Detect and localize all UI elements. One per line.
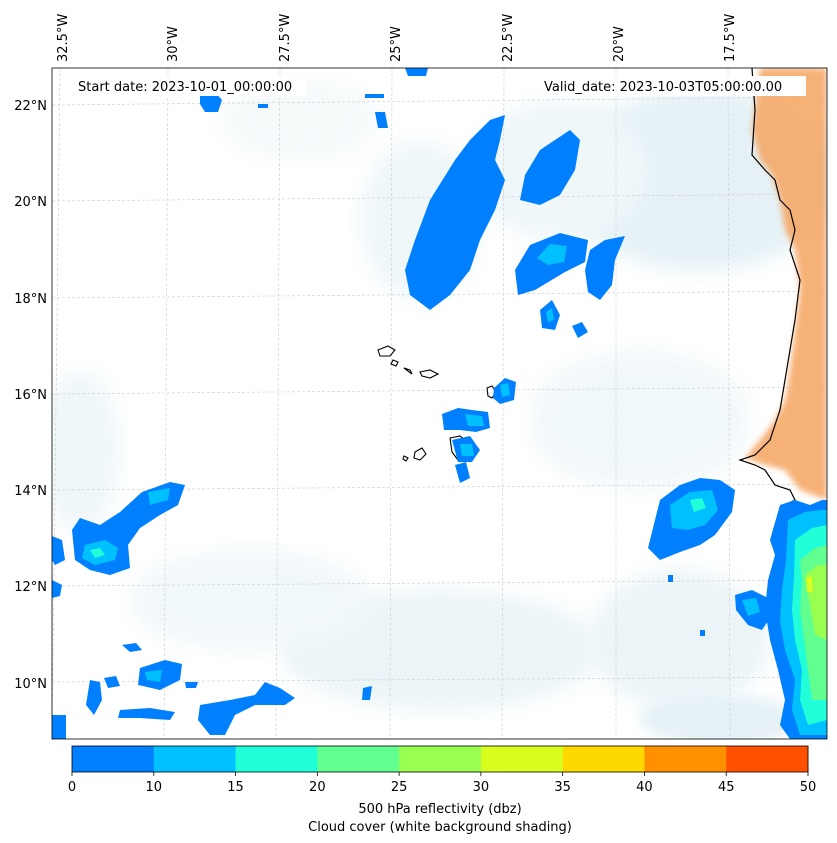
- colorbar-ticks: 0 10 15 20 25 30 35 40 45 50: [68, 772, 816, 795]
- start-date-label: Start date: 2023-10-01_00:00:00: [78, 80, 292, 95]
- colorbar-tick-label: 50: [800, 780, 817, 795]
- lat-label-5: 14°N: [14, 484, 47, 499]
- colorbar-segment: [153, 746, 237, 772]
- lon-label-7: 17.5°W: [723, 14, 738, 62]
- reflectivity-contours: [52, 68, 827, 739]
- colorbar-segment: [72, 746, 155, 772]
- colorbar-tick-label: 0: [68, 780, 76, 795]
- colorbar-tick-label: 30: [473, 780, 490, 795]
- colorbar-segment: [317, 746, 400, 772]
- valid-date-box: [540, 76, 806, 96]
- lon-label-4: 25°W: [389, 26, 404, 62]
- start-date-box: [74, 76, 306, 96]
- land-africa: [745, 68, 827, 500]
- colorbar-border: [71, 745, 809, 773]
- lon-label-1: 32.5°W: [56, 14, 71, 62]
- colorbar: [71, 745, 809, 773]
- lat-label-6: 12°N: [14, 580, 47, 595]
- coastline-africa: [738, 68, 801, 526]
- colorbar-label: 500 hPa reflectivity (dbz): [358, 802, 521, 817]
- lat-label-4: 16°N: [14, 388, 47, 403]
- colorbar-segment: [726, 746, 809, 772]
- map-frame: [51, 67, 828, 740]
- colorbar-tick-label: 25: [391, 780, 408, 795]
- colorbar-tick-label: 20: [309, 780, 326, 795]
- colorbar-segment: [399, 746, 482, 772]
- lat-label-7: 10°N: [14, 677, 47, 692]
- lat-label-2: 20°N: [14, 195, 47, 210]
- lat-label-1: 22°N: [14, 99, 47, 114]
- colorbar-tick-label: 15: [227, 780, 244, 795]
- colorbar-segment: [562, 746, 645, 772]
- colorbar-sublabel: Cloud cover (white background shading): [308, 820, 572, 835]
- lon-label-5: 22.5°W: [501, 14, 516, 62]
- longitude-labels: 32.5°W 30°W 27.5°W 25°W 22.5°W 20°W 17.5…: [56, 14, 738, 62]
- colorbar-tick-label: 40: [636, 780, 653, 795]
- colorbar-segment: [235, 746, 318, 772]
- colorbar-tick-label: 10: [146, 780, 163, 795]
- colorbar-segment: [480, 746, 564, 772]
- latitude-labels: 22°N 20°N 18°N 16°N 14°N 12°N 10°N: [14, 99, 47, 692]
- lon-label-2: 30°W: [166, 26, 181, 62]
- valid-date-label: Valid_date: 2023-10-03T05:00:00.00: [544, 80, 782, 95]
- colorbar-segment: [644, 746, 727, 772]
- cloud-cover-shading: [52, 80, 827, 739]
- lon-label-3: 27.5°W: [278, 14, 293, 62]
- lon-label-6: 20°W: [612, 26, 627, 62]
- colorbar-tick-label: 45: [718, 780, 735, 795]
- lat-label-3: 18°N: [14, 292, 47, 307]
- colorbar-tick-label: 35: [554, 780, 571, 795]
